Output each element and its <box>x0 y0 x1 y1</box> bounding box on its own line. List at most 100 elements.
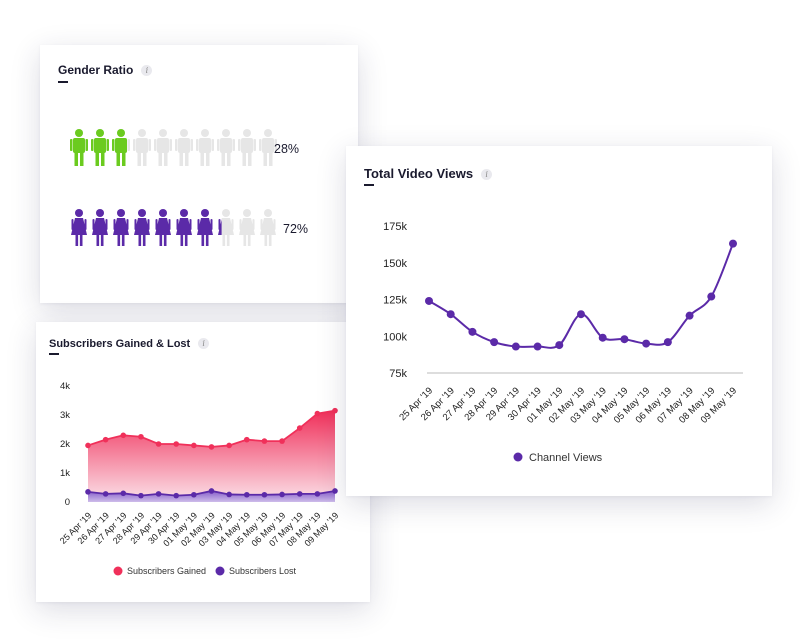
male-person-icon <box>196 129 214 166</box>
lost-data-point[interactable] <box>296 491 303 497</box>
data-point[interactable] <box>729 239 737 248</box>
title-underline <box>58 81 68 83</box>
gained-data-point[interactable] <box>173 441 180 447</box>
lost-data-point[interactable] <box>279 491 285 498</box>
data-point[interactable] <box>511 342 520 351</box>
filled-portion <box>70 129 88 166</box>
gained-data-point[interactable] <box>226 442 232 449</box>
data-point[interactable] <box>533 342 542 351</box>
gained-data-point[interactable] <box>261 438 268 444</box>
filled-portion <box>113 209 129 246</box>
gained-data-point[interactable] <box>191 442 197 449</box>
lost-data-point[interactable] <box>120 490 127 497</box>
y-tick-label: 175k <box>383 221 407 233</box>
lost-data-point[interactable] <box>243 491 250 498</box>
gained-data-point[interactable] <box>85 442 91 449</box>
data-point[interactable] <box>555 341 564 350</box>
female-person-icon <box>155 209 171 246</box>
gained-data-point[interactable] <box>208 444 215 450</box>
data-point[interactable] <box>685 311 694 320</box>
filled-portion <box>218 219 222 235</box>
male-person-icon <box>70 129 88 166</box>
female-person-icon <box>176 209 192 246</box>
legend-label: Channel Views <box>529 452 603 464</box>
gained-data-point[interactable] <box>314 410 321 417</box>
data-point[interactable] <box>490 338 499 347</box>
data-point[interactable] <box>663 338 672 347</box>
filled-portion <box>176 209 192 246</box>
gender-ratio-title: Gender Ratio i <box>58 63 153 77</box>
lost-data-point[interactable] <box>208 488 215 494</box>
gained-data-point[interactable] <box>155 441 162 447</box>
data-point[interactable] <box>446 310 455 319</box>
data-point[interactable] <box>707 292 716 301</box>
gained-data-point[interactable] <box>120 432 127 439</box>
subscribers-title: Subscribers Gained & Lost i <box>49 338 210 350</box>
female-person-icon <box>218 219 222 235</box>
male-person-icon <box>133 129 151 166</box>
filled-portion <box>197 209 213 246</box>
male-person-icon <box>91 129 109 166</box>
y-tick-label: 75k <box>389 368 407 380</box>
y-tick-label: 100k <box>383 331 407 343</box>
gained-data-point[interactable] <box>332 407 338 414</box>
info-icon[interactable]: i <box>481 169 493 180</box>
subscribers-card: Subscribers Gained & Lost i 0 1k 2k 3k 4k 25 A… <box>36 322 370 602</box>
data-point[interactable] <box>468 327 477 336</box>
y-tick-label: 2k <box>60 439 70 450</box>
female-person-icon <box>92 209 108 246</box>
gained-data-point[interactable] <box>102 436 109 443</box>
female-person-icon <box>113 209 129 246</box>
subscribers-lost-area <box>88 490 335 502</box>
lost-data-point[interactable] <box>155 491 162 497</box>
lost-data-point[interactable] <box>191 491 197 498</box>
lost-data-point[interactable] <box>332 488 338 494</box>
data-point[interactable] <box>598 333 607 342</box>
video-views-card: Total Video Views i 75k 100k 125k 150k 175k 25… <box>346 146 772 496</box>
video-views-title: Total Video Views i <box>364 166 493 181</box>
info-icon[interactable]: i <box>198 338 210 349</box>
title-underline <box>49 353 59 355</box>
y-tick-label: 1k <box>60 468 70 479</box>
lost-data-point[interactable] <box>314 491 321 497</box>
female-person-icon <box>134 209 150 246</box>
y-tick-label: 0 <box>65 497 70 508</box>
info-icon[interactable]: i <box>141 65 153 76</box>
data-point[interactable] <box>577 310 585 319</box>
legend-marker <box>513 452 523 462</box>
filled-portion <box>134 209 150 246</box>
lost-data-point[interactable] <box>102 491 109 497</box>
data-point[interactable] <box>620 335 629 344</box>
filled-portion <box>71 209 87 246</box>
lost-data-point[interactable] <box>173 492 180 499</box>
y-tick-label: 4k <box>60 381 70 392</box>
male-person-icon <box>112 129 127 166</box>
gained-data-point[interactable] <box>279 438 285 444</box>
lost-data-point[interactable] <box>85 489 91 495</box>
female-person-icon <box>71 209 87 246</box>
male-person-icon <box>259 129 277 166</box>
filled-portion <box>91 129 109 166</box>
male-percent: 28% <box>274 142 300 156</box>
data-point[interactable] <box>425 296 433 305</box>
filled-portion <box>112 129 127 166</box>
female-person-icon <box>239 209 255 246</box>
filled-portion <box>92 209 108 246</box>
lost-data-point[interactable] <box>226 491 232 498</box>
legend-label-lost: Subscribers Lost <box>229 566 297 576</box>
y-tick-label: 150k <box>383 258 407 270</box>
y-tick-label: 3k <box>60 410 70 421</box>
male-person-icon <box>217 129 235 166</box>
subscribers-gained-area <box>88 410 335 502</box>
female-person-icon <box>197 209 213 246</box>
lost-data-point[interactable] <box>261 491 268 498</box>
gender-ratio-card: Gender Ratio i 28% 72% <box>40 45 358 303</box>
lost-data-point[interactable] <box>138 492 144 499</box>
gained-data-point[interactable] <box>243 436 250 443</box>
gained-data-point[interactable] <box>138 433 144 440</box>
y-tick-label: 125k <box>383 295 407 307</box>
data-point[interactable] <box>642 339 651 348</box>
legend-marker-gained <box>113 566 123 576</box>
gained-data-point[interactable] <box>296 425 303 431</box>
